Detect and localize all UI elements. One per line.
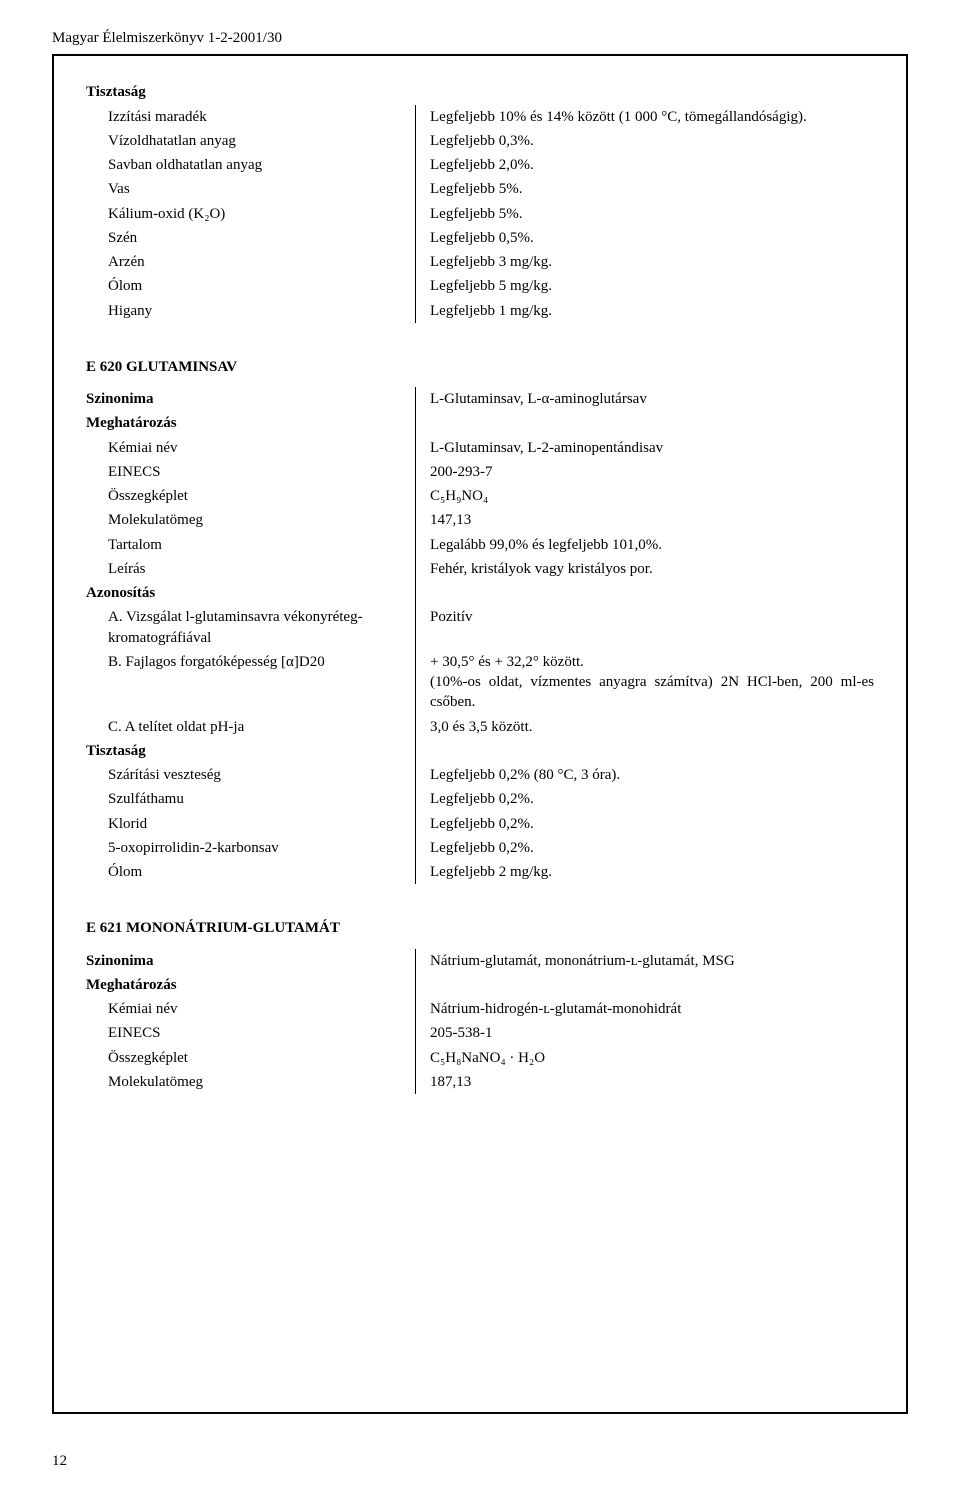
row-key: EINECS — [86, 460, 416, 484]
empty-cell — [416, 411, 874, 435]
row-key: A. Vizsgálat l-glutaminsavra vékonyréteg… — [86, 605, 416, 650]
row-val: Legfeljebb 3 mg/kg. — [416, 250, 874, 274]
row-key: EINECS — [86, 1021, 416, 1045]
synonym-value: L-Glutaminsav, L-α-aminoglutársav — [416, 387, 874, 411]
row-key: 5-oxopirrolidin-2-karbonsav — [86, 836, 416, 860]
row-key: C. A telítet oldat pH-ja — [86, 715, 416, 739]
purity-heading: Tisztaság — [86, 84, 146, 100]
row-key: Kémiai név — [86, 997, 416, 1021]
empty-cell — [416, 739, 874, 763]
row-key: Ólom — [86, 274, 416, 298]
row-key: Szulfáthamu — [86, 787, 416, 811]
row-val: Legfeljebb 5 mg/kg. — [416, 274, 874, 298]
document-frame: Tisztaság Izzítási maradék Legfeljebb 10… — [52, 54, 908, 1414]
purity-top-table: Tisztaság Izzítási maradék Legfeljebb 10… — [86, 80, 874, 323]
e621-table: Szinonima Nátrium-glutamát, mononátrium-… — [86, 949, 874, 1095]
row-key: Szén — [86, 226, 416, 250]
row-val: Fehér, kristályok vagy kristályos por. — [416, 557, 874, 581]
purity-block-top: Tisztaság Izzítási maradék Legfeljebb 10… — [86, 80, 874, 323]
row-val: Pozitív — [416, 605, 874, 650]
row-val: Legfeljebb 5%. — [416, 177, 874, 201]
row-val: Legalább 99,0% és legfeljebb 101,0%. — [416, 533, 874, 557]
row-val: 3,0 és 3,5 között. — [416, 715, 874, 739]
empty-cell — [416, 973, 874, 997]
row-key: B. Fajlagos forgatóképesség [α]D20 — [86, 650, 416, 715]
row-val: 147,13 — [416, 508, 874, 532]
row-val: Legfeljebb 2,0%. — [416, 153, 874, 177]
row-key: Ólom — [86, 860, 416, 884]
row-val: Legfeljebb 2 mg/kg. — [416, 860, 874, 884]
row-key: Kémiai név — [86, 436, 416, 460]
empty-cell — [416, 581, 874, 605]
definition-heading: Meghatározás — [86, 411, 416, 435]
e621-title: E 621 MONONÁTRIUM-GLUTAMÁT — [86, 918, 874, 938]
row-key: Leírás — [86, 557, 416, 581]
e621-block: E 621 MONONÁTRIUM-GLUTAMÁT Szinonima Nát… — [86, 918, 874, 1094]
purity-heading-2: Tisztaság — [86, 739, 416, 763]
row-key: Arzén — [86, 250, 416, 274]
row-key: Tartalom — [86, 533, 416, 557]
row-key: Savban oldhatatlan anyag — [86, 153, 416, 177]
identification-heading: Azonosítás — [86, 581, 416, 605]
row-key: Izzítási maradék — [86, 105, 416, 129]
row-key: Klorid — [86, 812, 416, 836]
row-key: Higany — [86, 299, 416, 323]
row-key: Vas — [86, 177, 416, 201]
e620-title: E 620 GLUTAMINSAV — [86, 357, 874, 377]
row-val: Legfeljebb 0,5%. — [416, 226, 874, 250]
row-key: Vízoldhatatlan anyag — [86, 129, 416, 153]
row-val: Legfeljebb 0,2% (80 °C, 3 óra). — [416, 763, 874, 787]
row-val: Legfeljebb 10% és 14% között (1 000 °C, … — [416, 105, 874, 129]
row-val: Nátrium-hidrogén-ʟ-glutamát-monohidrát — [416, 997, 874, 1021]
row-key: Összegképlet — [86, 484, 416, 508]
row-val: 200-293-7 — [416, 460, 874, 484]
row-val: 205-538-1 — [416, 1021, 874, 1045]
definition-heading: Meghatározás — [86, 973, 416, 997]
row-val: 187,13 — [416, 1070, 874, 1094]
row-key: Összegképlet — [86, 1046, 416, 1070]
row-val: L-Glutaminsav, L-2-aminopentándisav — [416, 436, 874, 460]
row-key: Kálium-oxid (K₂O) — [86, 202, 416, 226]
row-val: Legfeljebb 0,3%. — [416, 129, 874, 153]
e620-block: E 620 GLUTAMINSAV Szinonima L-Glutaminsa… — [86, 357, 874, 885]
synonym-value: Nátrium-glutamát, mononátrium-ʟ-glutamát… — [416, 949, 874, 973]
synonym-label: Szinonima — [86, 387, 416, 411]
row-val: C₅H₈NaNO₄ · H₂O — [416, 1046, 874, 1070]
row-key: Szárítási veszteség — [86, 763, 416, 787]
page-number: 12 — [52, 1451, 67, 1471]
running-head: Magyar Élelmiszerkönyv 1-2-2001/30 — [52, 28, 908, 48]
row-val: C₅H₉NO₄ — [416, 484, 874, 508]
row-val: Legfeljebb 5%. — [416, 202, 874, 226]
e620-table: Szinonima L-Glutaminsav, L-α-aminoglutár… — [86, 387, 874, 884]
row-key: Molekulatömeg — [86, 508, 416, 532]
row-val: Legfeljebb 1 mg/kg. — [416, 299, 874, 323]
synonym-label: Szinonima — [86, 949, 416, 973]
row-val: + 30,5° és + 32,2° között. (10%-os oldat… — [416, 650, 874, 715]
row-val: Legfeljebb 0,2%. — [416, 787, 874, 811]
page: Magyar Élelmiszerkönyv 1-2-2001/30 Tiszt… — [0, 0, 960, 1485]
row-val: Legfeljebb 0,2%. — [416, 812, 874, 836]
row-key: Molekulatömeg — [86, 1070, 416, 1094]
row-val: Legfeljebb 0,2%. — [416, 836, 874, 860]
